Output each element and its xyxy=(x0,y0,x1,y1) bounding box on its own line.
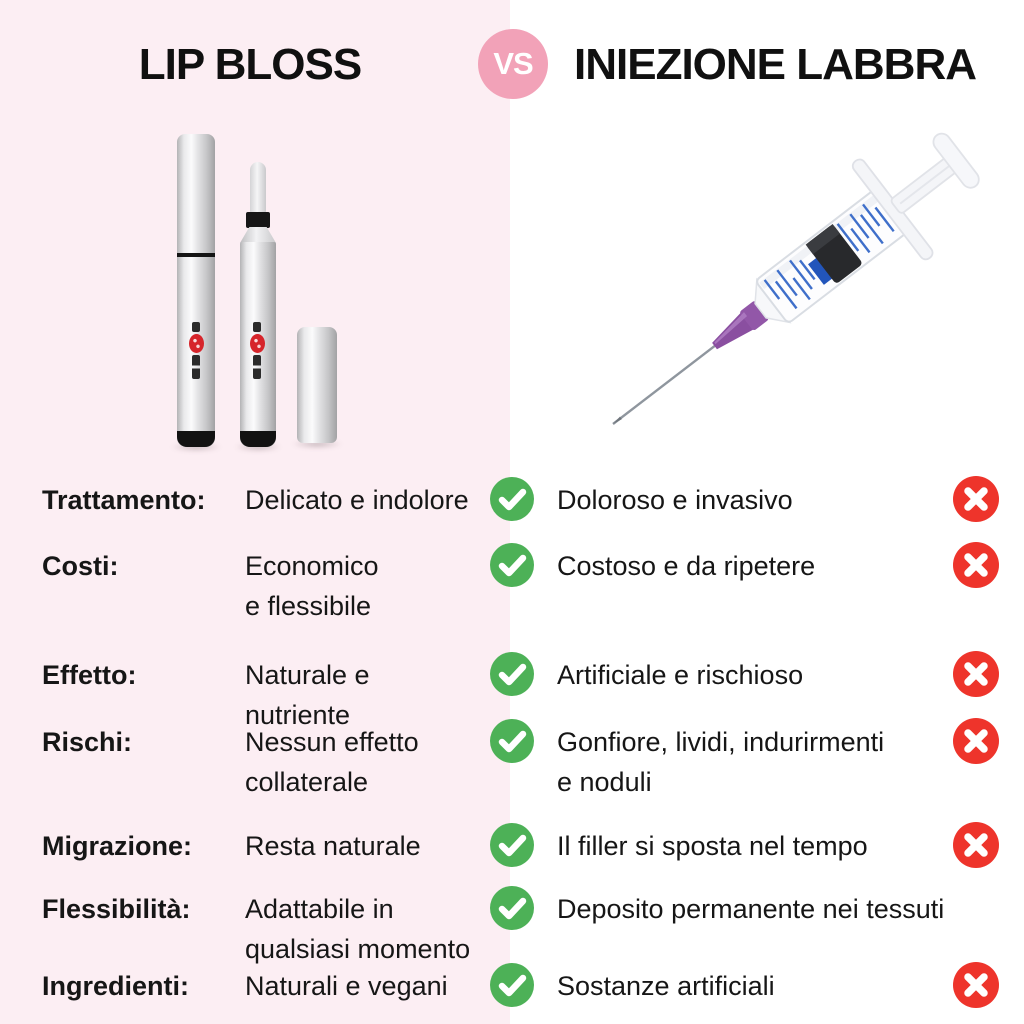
cross-icon xyxy=(953,542,999,588)
row-label: Ingredienti: xyxy=(42,971,189,1001)
left-value: Nessun effetto collaterale xyxy=(245,727,419,797)
table-row: Migrazione: Resta naturale Il filler si … xyxy=(0,822,1024,868)
pen-shadow xyxy=(234,442,282,452)
row-label: Flessibilità: xyxy=(42,894,191,924)
cross-icon xyxy=(953,718,999,764)
right-value: Gonfiore, lividi, indurirmenti e noduli xyxy=(557,727,885,797)
brand-logo xyxy=(249,322,265,379)
row-label: Trattamento: xyxy=(42,485,206,515)
row-label: Effetto: xyxy=(42,660,137,690)
vs-label: VS xyxy=(493,46,533,81)
left-value: Naturale e nutriente xyxy=(245,660,370,730)
cap-shadow xyxy=(291,439,343,449)
left-value: Adattabile in qualsiasi momento xyxy=(245,894,471,964)
row-label: Costi: xyxy=(42,551,119,581)
table-row: Flessibilità: Adattabile in qualsiasi mo… xyxy=(0,886,1024,964)
pen-shadow xyxy=(170,442,222,452)
brand-logo-glyph xyxy=(253,322,261,332)
applicator-collar xyxy=(246,212,270,228)
left-value: Naturali e vegani xyxy=(245,971,448,1001)
brand-logo-glyph xyxy=(192,322,200,332)
brand-logo-glyph xyxy=(253,355,261,379)
table-row: Rischi: Nessun effetto collaterale Gonfi… xyxy=(0,718,1024,797)
right-value: Artificiale e rischioso xyxy=(557,660,804,690)
syringe-image xyxy=(612,132,980,425)
row-label: Migrazione: xyxy=(42,831,193,861)
pen-base xyxy=(177,431,215,447)
check-icon xyxy=(489,962,535,1008)
left-value: Economico e flessibile xyxy=(245,551,379,621)
cross-icon xyxy=(953,822,999,868)
cross-icon xyxy=(953,476,999,522)
left-column-title: LIP BLOSS xyxy=(138,40,362,89)
pen-base xyxy=(240,431,276,447)
graduation-marks xyxy=(763,203,895,310)
brand-logo-glyph xyxy=(192,355,200,379)
check-icon xyxy=(489,476,535,522)
needle xyxy=(612,340,722,425)
liquid xyxy=(808,255,835,285)
right-value: Sostanze artificiali xyxy=(557,971,775,1001)
check-icon xyxy=(489,885,535,931)
cross-icon xyxy=(953,651,999,697)
table-row: Effetto: Naturale e nutriente Artificial… xyxy=(0,651,1024,730)
left-value: Resta naturale xyxy=(245,831,421,861)
row-label: Rischi: xyxy=(42,727,133,757)
check-icon xyxy=(489,542,535,588)
applicator-tip xyxy=(250,162,266,214)
table-row: Trattamento: Delicato e indolore Doloros… xyxy=(0,476,1024,522)
right-value: Doloroso e invasivo xyxy=(557,485,793,515)
right-value: Il filler si sposta nel tempo xyxy=(557,831,868,861)
thumb-rest xyxy=(932,132,980,189)
lip-gloss-pen-closed xyxy=(177,134,215,447)
left-value: Delicato e indolore xyxy=(245,485,469,515)
check-icon xyxy=(489,718,535,764)
check-icon xyxy=(489,822,535,868)
vs-badge: VS xyxy=(478,29,548,99)
brand-logo-red-dot-icon xyxy=(188,334,204,353)
pen-cap xyxy=(297,327,337,443)
pen-cap-seam xyxy=(177,253,215,257)
right-column-title: INIEZIONE LABBRA xyxy=(574,40,977,89)
right-value: Costoso e da ripetere xyxy=(557,551,816,581)
brand-logo xyxy=(188,322,204,379)
check-icon xyxy=(489,651,535,697)
cross-icon xyxy=(953,962,999,1008)
right-value: Deposito permanente nei tessuti xyxy=(557,894,945,924)
table-row: Ingredienti: Naturali e vegani Sostanze … xyxy=(0,962,1024,1008)
table-row: Costi: Economico e flessibile Costoso e … xyxy=(0,542,1024,621)
pen-shoulder xyxy=(240,227,276,243)
brand-logo-red-dot-icon xyxy=(249,334,265,353)
